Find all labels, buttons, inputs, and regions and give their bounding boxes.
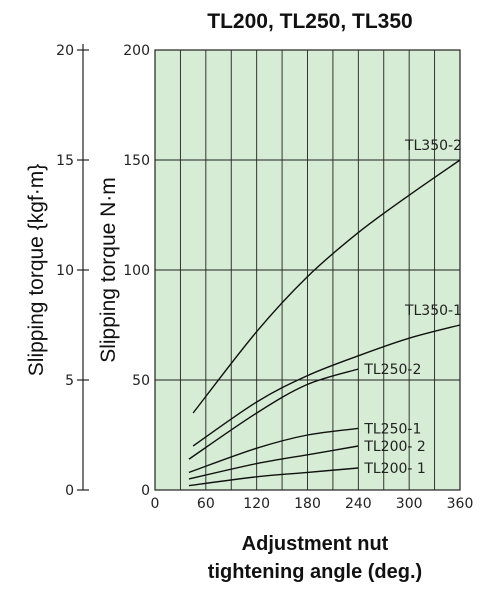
grid	[155, 50, 460, 490]
series-line	[188, 467, 359, 487]
series-label: TL350-1	[404, 303, 462, 319]
y-tick-label-kgfm: 15	[56, 153, 74, 169]
kgfm-axis: 0 5 10 15 20	[56, 43, 89, 499]
x-tick-label: 180	[294, 496, 321, 512]
x-tick-label: 120	[243, 496, 270, 512]
nm-axis: 0 50 100 150 200	[123, 43, 150, 499]
x-tick-label: 240	[345, 496, 372, 512]
chart-title: TL200, TL250, TL350	[207, 10, 412, 33]
x-tick-label: 60	[197, 496, 215, 512]
series-label: TL200- 1	[363, 461, 425, 477]
y-axis-label-kgfm: Slipping torque {kgf·m}	[25, 164, 48, 376]
y-tick-label-kgfm: 5	[65, 373, 74, 389]
y-tick-label-kgfm: 20	[56, 43, 74, 59]
x-axis-label-line1: Adjustment nut	[242, 533, 389, 555]
x-tick-label: 0	[151, 496, 160, 512]
series-line	[192, 324, 461, 447]
y-tick-label-kgfm: 10	[56, 263, 74, 279]
x-tick-label: 360	[447, 496, 474, 512]
y-tick-label-nm: 50	[132, 373, 150, 389]
series-group	[188, 159, 461, 487]
series-label: TL200- 2	[363, 439, 425, 455]
y-tick-label-kgfm: 0	[65, 483, 74, 499]
series-label: TL350-2	[404, 138, 462, 154]
series-label: TL250-2	[363, 362, 421, 378]
series-line	[188, 427, 359, 474]
series-line	[192, 159, 461, 414]
series-line	[188, 445, 359, 480]
series-line	[188, 368, 359, 460]
x-tick-label: 300	[396, 496, 423, 512]
y-tick-label-nm: 100	[123, 263, 150, 279]
y-tick-label-nm: 0	[141, 483, 150, 499]
x-axis-label-line2: tightening angle (deg.)	[208, 561, 422, 583]
y-axis-label-nm: Slipping torque N·m	[97, 177, 120, 363]
series-label: TL250-1	[363, 421, 421, 437]
series-labels: TL350-2 TL350-1 TL250-2 TL250-1 TL200- 2 TL20…	[363, 138, 462, 477]
y-tick-label-nm: 150	[123, 153, 150, 169]
y-tick-label-nm: 200	[123, 43, 150, 59]
x-axis: 0 60 120 180 240 300 360	[151, 496, 474, 512]
